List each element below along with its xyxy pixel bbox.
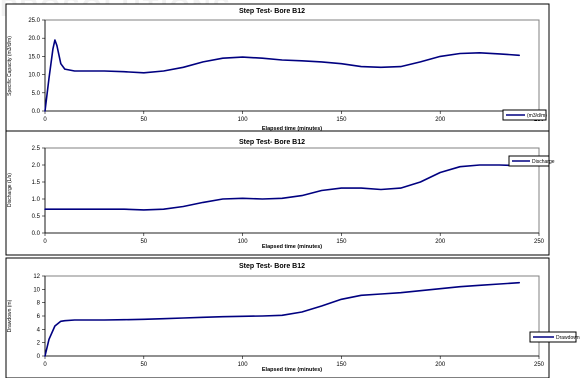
x-tick-label: 100	[238, 239, 249, 245]
series-line	[44, 39, 520, 112]
legend-label: (m3/d/m)	[527, 113, 547, 119]
series-line	[44, 164, 520, 211]
chart-title: Step Test- Bore B12	[239, 8, 305, 15]
y-tick-label: 15.0	[28, 54, 40, 60]
x-tick-label: 100	[238, 362, 249, 368]
x-tick-label: 50	[140, 117, 147, 123]
y-tick-label: 10	[33, 287, 40, 293]
series-line	[44, 281, 520, 357]
x-tick-label: 50	[140, 239, 147, 245]
y-tick-label: 2.5	[32, 146, 41, 152]
y-tick-label: 4	[37, 327, 41, 333]
chart-panel: Step Test- Bore B12 0 2 4 6 8 10 12 0 50 100 150 200…	[5, 257, 580, 378]
plot-area	[44, 275, 540, 357]
x-tick-label: 0	[43, 117, 47, 123]
y-tick-label: 20.0	[28, 36, 40, 42]
y-axis-label: Drawdown (m)	[7, 299, 13, 332]
y-tick-label: 0	[37, 354, 41, 360]
x-tick-label: 200	[435, 117, 446, 123]
y-tick-label: 5.0	[32, 91, 41, 97]
legend-label: Drawdown	[556, 335, 580, 341]
chart-panel: Step Test- Bore B12 0.0 5.0 10.0 15.0 20.0 25.…	[5, 3, 550, 135]
x-tick-label: 100	[238, 117, 249, 123]
x-tick-label: 200	[435, 239, 446, 245]
chart-title: Step Test- Bore B12	[239, 139, 305, 146]
x-axis-label: Elapsed time (minutes)	[262, 126, 322, 132]
y-tick-label: 2	[37, 341, 41, 347]
x-tick-label: 150	[336, 362, 347, 368]
plot-area	[44, 147, 540, 234]
y-tick-label: 25.0	[28, 18, 40, 24]
plot-area	[44, 19, 540, 112]
x-tick-label: 0	[43, 239, 47, 245]
y-tick-label: 6	[37, 314, 41, 320]
legend-label: Discharge	[532, 159, 555, 165]
y-tick-label: 12	[33, 274, 40, 280]
chart-title: Step Test- Bore B12	[239, 263, 305, 270]
y-tick-label: 0.5	[32, 214, 41, 220]
y-tick-label: 0.0	[32, 109, 41, 115]
y-tick-label: 0.0	[32, 231, 41, 237]
y-axis-label: Discharge (L/s)	[7, 173, 13, 207]
x-tick-label: 200	[435, 362, 446, 368]
x-tick-label: 250	[534, 362, 545, 368]
chart-panel: Step Test- Bore B12 0.0 0.5 1.0 1.5 2.0 2.5 0 50…	[5, 130, 555, 256]
y-tick-label: 10.0	[28, 73, 40, 79]
x-tick-label: 150	[336, 117, 347, 123]
y-tick-label: 1.0	[32, 197, 41, 203]
x-axis-label: Elapsed time (minutes)	[262, 244, 322, 250]
x-axis-label: Elapsed time (minutes)	[262, 367, 322, 373]
x-tick-label: 250	[534, 239, 545, 245]
x-tick-label: 150	[336, 239, 347, 245]
y-tick-label: 8	[37, 301, 41, 307]
y-axis-label: Specific Capacity (m3/d/m)	[7, 36, 13, 96]
x-tick-label: 50	[140, 362, 147, 368]
y-tick-label: 1.5	[32, 180, 41, 186]
x-tick-label: 0	[43, 362, 47, 368]
y-tick-label: 2.0	[32, 163, 41, 169]
